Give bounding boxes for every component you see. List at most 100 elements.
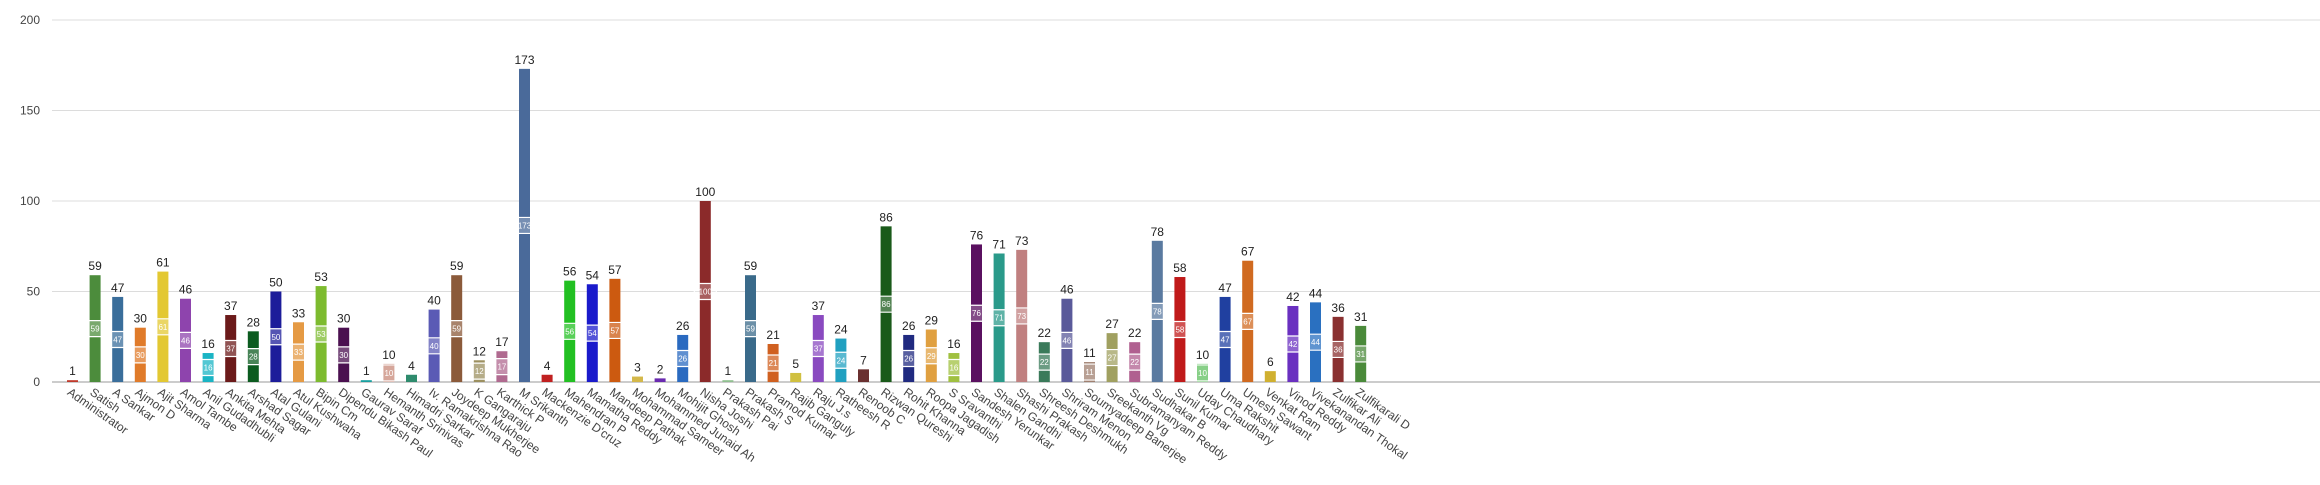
value-badge-text: 78 (1153, 307, 1162, 316)
value-badge (1145, 302, 1169, 321)
value-badge (196, 358, 220, 377)
value-badge-text: 29 (927, 352, 936, 361)
value-label: 1 (69, 364, 76, 378)
bar (180, 298, 191, 382)
value-badge-text: 28 (249, 353, 258, 362)
value-badge-text: 26 (904, 354, 913, 363)
grid-layer (52, 19, 2320, 383)
bar (134, 327, 146, 382)
value-label: 4 (544, 359, 551, 373)
bar (1242, 260, 1254, 382)
bar (360, 380, 372, 382)
bar (157, 271, 169, 382)
bar (858, 369, 869, 382)
value-label: 53 (314, 270, 328, 284)
value-badge (738, 320, 763, 338)
value-label: 40 (427, 294, 441, 308)
value-label: 42 (1286, 290, 1300, 304)
bar (89, 275, 101, 382)
value-badge-text: 17 (497, 363, 506, 372)
value-badge-text: 37 (226, 345, 235, 354)
bar (722, 380, 734, 382)
value-badge (1055, 331, 1079, 349)
value-badge-text: 100 (699, 288, 713, 297)
bar (202, 353, 214, 382)
value-label: 17 (495, 335, 509, 349)
value-badge (806, 339, 830, 358)
value-badge-text: 22 (1040, 358, 1049, 367)
value-label: 10 (382, 348, 396, 362)
value-badge (919, 347, 943, 365)
value-badge-text: 33 (294, 348, 303, 357)
value-label: 100 (695, 185, 715, 199)
value-badge-text: 30 (136, 351, 145, 360)
value-badge (1326, 340, 1350, 359)
bar (1106, 333, 1118, 382)
bar (293, 322, 304, 382)
value-badge-text: 10 (1198, 369, 1207, 378)
value-badge-text: 10 (384, 369, 393, 378)
bar (1084, 362, 1095, 382)
value-label: 6 (1267, 355, 1274, 369)
value-label: 173 (514, 53, 534, 67)
value-badge (1123, 353, 1147, 371)
value-label: 4 (408, 359, 415, 373)
bar (496, 351, 508, 382)
bar (925, 329, 937, 382)
value-label: 78 (1151, 225, 1165, 239)
value-label: 44 (1309, 286, 1323, 300)
value-label: 16 (201, 337, 215, 351)
bar (473, 360, 485, 382)
value-label: 11 (1083, 346, 1096, 360)
value-badge (964, 304, 989, 322)
value-badge-text: 56 (565, 327, 574, 336)
value-label: 22 (1128, 326, 1142, 340)
value-badge (512, 216, 537, 235)
bar (1038, 342, 1050, 382)
bar (835, 338, 847, 382)
value-badge-text: 59 (91, 325, 100, 334)
value-badge-text: 16 (949, 364, 958, 373)
value-badge-text: 40 (430, 342, 439, 351)
value-label: 47 (111, 281, 125, 295)
value-badge (1349, 345, 1373, 363)
value-badge (1100, 348, 1124, 367)
value-label: 29 (925, 314, 939, 328)
value-badge-text: 36 (1334, 345, 1343, 354)
value-badge-text: 12 (475, 367, 484, 376)
value-label: 10 (1196, 348, 1210, 362)
value-badge (83, 320, 107, 338)
value-badge (1032, 353, 1056, 371)
value-label: 26 (676, 319, 690, 333)
value-label: 57 (608, 263, 622, 277)
bar (1174, 277, 1186, 382)
bar (1219, 296, 1231, 382)
value-badge-text: 61 (158, 323, 167, 332)
value-badge (128, 346, 152, 364)
bar (880, 226, 892, 382)
value-badge-text: 46 (181, 336, 190, 345)
value-badge-text: 71 (995, 314, 1004, 323)
bar (586, 284, 598, 382)
value-badge-text: 21 (769, 359, 778, 368)
bar (564, 280, 576, 382)
bar (1061, 298, 1073, 382)
value-badge-text: 31 (1356, 350, 1365, 359)
value-label: 37 (224, 299, 238, 313)
bar (1197, 363, 1208, 382)
value-badge (309, 325, 333, 343)
bar (406, 374, 417, 382)
value-badge (332, 346, 356, 364)
value-label: 28 (247, 315, 261, 329)
value-badge-text: 67 (1243, 317, 1252, 326)
value-badge-text: 86 (882, 300, 891, 309)
bars (67, 68, 1367, 383)
value-badge-text: 26 (678, 354, 687, 363)
value-label: 71 (992, 237, 1006, 251)
bar (1129, 342, 1141, 382)
value-badge-text: 76 (972, 309, 981, 318)
value-badge (467, 362, 491, 380)
bar (1332, 316, 1344, 382)
